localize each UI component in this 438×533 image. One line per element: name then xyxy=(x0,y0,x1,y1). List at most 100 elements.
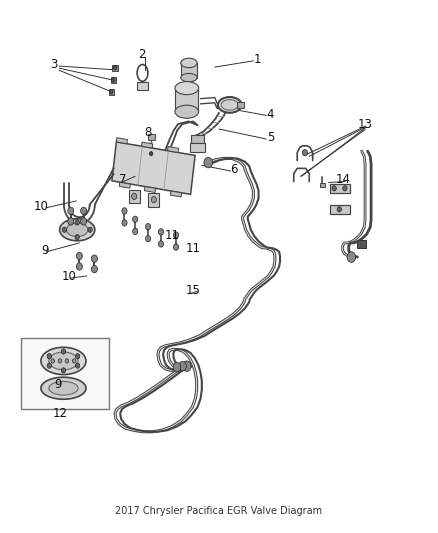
Bar xyxy=(190,143,205,152)
Ellipse shape xyxy=(49,382,78,395)
Circle shape xyxy=(343,185,347,191)
Circle shape xyxy=(173,232,179,238)
Circle shape xyxy=(51,359,54,363)
Ellipse shape xyxy=(41,348,86,375)
Circle shape xyxy=(122,220,127,226)
Polygon shape xyxy=(117,138,127,144)
Circle shape xyxy=(58,359,62,363)
Ellipse shape xyxy=(218,97,242,113)
Ellipse shape xyxy=(181,58,197,68)
Text: 4: 4 xyxy=(267,108,274,121)
Circle shape xyxy=(131,193,137,199)
Polygon shape xyxy=(145,187,155,192)
Circle shape xyxy=(76,263,82,270)
Circle shape xyxy=(347,252,356,262)
Ellipse shape xyxy=(41,377,86,399)
Circle shape xyxy=(75,220,79,225)
Circle shape xyxy=(159,229,163,235)
Circle shape xyxy=(145,223,151,230)
Bar xyxy=(148,134,155,140)
Text: 1: 1 xyxy=(254,53,261,66)
Circle shape xyxy=(149,151,153,156)
Bar xyxy=(330,205,350,214)
Circle shape xyxy=(68,207,74,215)
Circle shape xyxy=(75,353,80,359)
Polygon shape xyxy=(167,147,179,152)
Circle shape xyxy=(112,78,115,82)
Text: 14: 14 xyxy=(336,173,351,187)
Circle shape xyxy=(92,255,97,262)
Circle shape xyxy=(81,207,87,215)
Polygon shape xyxy=(112,142,195,195)
Circle shape xyxy=(122,208,127,214)
Bar xyxy=(113,64,117,71)
Circle shape xyxy=(133,228,138,235)
Text: 6: 6 xyxy=(230,163,238,176)
Bar xyxy=(21,338,110,409)
Circle shape xyxy=(68,217,74,225)
Circle shape xyxy=(145,236,151,242)
Text: 13: 13 xyxy=(358,118,373,131)
Circle shape xyxy=(75,235,79,240)
Ellipse shape xyxy=(60,219,95,241)
Circle shape xyxy=(332,185,336,191)
Bar xyxy=(357,240,366,248)
Bar xyxy=(148,193,159,206)
Ellipse shape xyxy=(67,223,88,237)
Text: 15: 15 xyxy=(186,284,201,296)
Polygon shape xyxy=(170,191,181,197)
Circle shape xyxy=(337,207,342,212)
Circle shape xyxy=(72,359,76,363)
Bar xyxy=(109,88,114,95)
Circle shape xyxy=(159,241,163,247)
Circle shape xyxy=(133,216,138,222)
Circle shape xyxy=(179,361,186,371)
Text: 9: 9 xyxy=(54,378,62,391)
Circle shape xyxy=(81,217,87,225)
Circle shape xyxy=(151,197,156,203)
Text: 9: 9 xyxy=(41,244,49,257)
Ellipse shape xyxy=(49,352,78,370)
Text: 12: 12 xyxy=(53,407,67,420)
Circle shape xyxy=(204,157,212,168)
Bar xyxy=(129,190,140,203)
Circle shape xyxy=(110,90,113,94)
Circle shape xyxy=(61,349,66,354)
Circle shape xyxy=(302,149,307,156)
Text: 8: 8 xyxy=(145,126,152,139)
Circle shape xyxy=(92,265,97,273)
Text: 5: 5 xyxy=(267,132,274,144)
Circle shape xyxy=(173,244,179,250)
Ellipse shape xyxy=(175,82,198,95)
Ellipse shape xyxy=(221,100,238,110)
Text: 10: 10 xyxy=(61,270,76,284)
Bar xyxy=(320,183,325,187)
Circle shape xyxy=(47,363,52,368)
Ellipse shape xyxy=(175,105,198,118)
Circle shape xyxy=(61,368,66,373)
Circle shape xyxy=(62,227,67,232)
Bar xyxy=(330,183,350,193)
Circle shape xyxy=(75,363,80,368)
Bar xyxy=(111,77,116,83)
Circle shape xyxy=(173,362,181,372)
Circle shape xyxy=(183,361,191,372)
Text: 2017 Chrysler Pacifica EGR Valve Diagram: 2017 Chrysler Pacifica EGR Valve Diagram xyxy=(116,506,322,516)
Bar xyxy=(138,82,148,90)
Circle shape xyxy=(76,252,82,260)
Text: 11: 11 xyxy=(186,241,201,255)
Circle shape xyxy=(65,359,69,363)
Bar xyxy=(237,102,244,108)
Circle shape xyxy=(88,227,92,232)
Ellipse shape xyxy=(181,74,197,82)
Text: 3: 3 xyxy=(50,58,57,71)
Polygon shape xyxy=(141,142,153,148)
Circle shape xyxy=(47,353,52,359)
Bar xyxy=(191,135,204,143)
Polygon shape xyxy=(119,182,131,188)
Polygon shape xyxy=(175,88,198,112)
Text: 7: 7 xyxy=(119,173,126,187)
Text: 10: 10 xyxy=(33,200,48,213)
Circle shape xyxy=(113,66,117,70)
Polygon shape xyxy=(181,63,197,78)
